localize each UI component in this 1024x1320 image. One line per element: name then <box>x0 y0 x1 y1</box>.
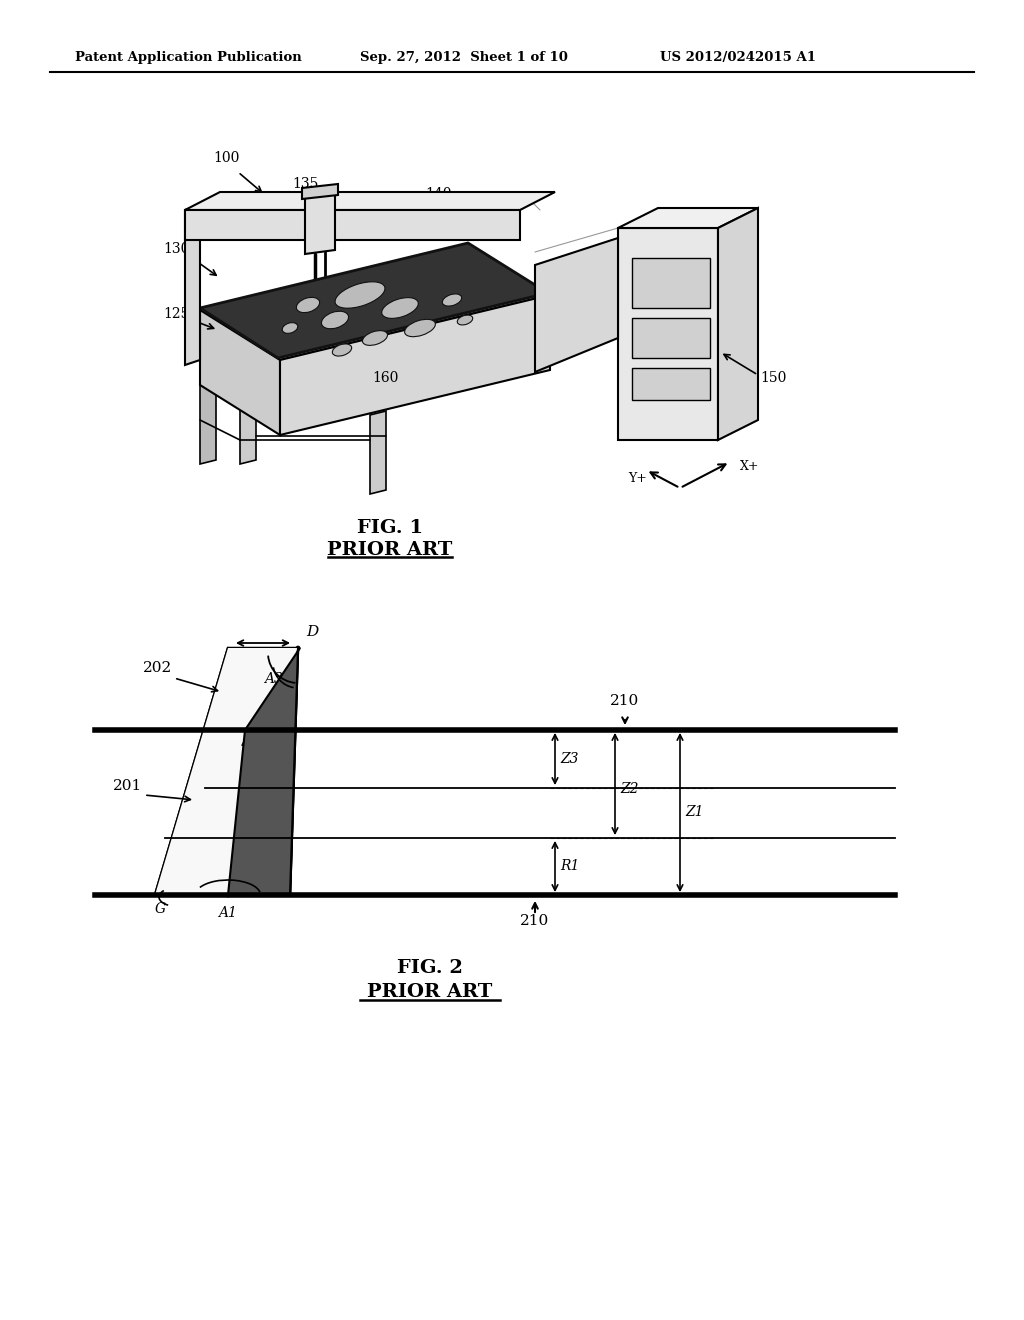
Ellipse shape <box>283 322 298 334</box>
Text: 140: 140 <box>425 187 452 201</box>
Text: 202: 202 <box>142 661 172 675</box>
Text: 135: 135 <box>292 177 318 191</box>
Polygon shape <box>185 191 555 210</box>
Text: X+: X+ <box>740 459 760 473</box>
Polygon shape <box>618 228 718 440</box>
Ellipse shape <box>333 345 351 356</box>
Text: PRIOR ART: PRIOR ART <box>368 983 493 1001</box>
Ellipse shape <box>296 297 319 313</box>
Ellipse shape <box>335 281 385 308</box>
Polygon shape <box>305 187 335 253</box>
Text: 210: 210 <box>520 913 550 928</box>
Polygon shape <box>718 209 758 440</box>
Polygon shape <box>370 411 386 494</box>
Text: 201: 201 <box>113 779 142 793</box>
Text: Patent Application Publication: Patent Application Publication <box>75 51 302 65</box>
Polygon shape <box>200 246 550 360</box>
Polygon shape <box>200 243 548 358</box>
Polygon shape <box>535 238 618 372</box>
Text: D: D <box>306 624 318 639</box>
Polygon shape <box>155 648 298 895</box>
Polygon shape <box>200 381 216 465</box>
Ellipse shape <box>362 330 387 346</box>
Text: US 2012/0242015 A1: US 2012/0242015 A1 <box>660 51 816 65</box>
Text: R1: R1 <box>560 859 580 873</box>
Text: 160: 160 <box>372 371 398 385</box>
Polygon shape <box>632 257 710 308</box>
Text: FIG. 1: FIG. 1 <box>357 519 423 537</box>
Polygon shape <box>155 648 298 895</box>
Ellipse shape <box>322 312 348 329</box>
Ellipse shape <box>442 294 462 306</box>
Text: Z3: Z3 <box>560 752 579 766</box>
Text: PRIOR ART: PRIOR ART <box>328 541 453 558</box>
Text: 150: 150 <box>760 371 786 385</box>
Text: 210: 210 <box>610 694 640 708</box>
Polygon shape <box>302 183 338 199</box>
Ellipse shape <box>382 297 418 318</box>
Text: 100: 100 <box>213 150 240 165</box>
Text: Sep. 27, 2012  Sheet 1 of 10: Sep. 27, 2012 Sheet 1 of 10 <box>360 51 568 65</box>
Text: A1: A1 <box>218 906 237 920</box>
Polygon shape <box>618 209 758 228</box>
Polygon shape <box>185 210 520 240</box>
Polygon shape <box>240 376 256 465</box>
Text: G: G <box>155 902 166 916</box>
Text: Z2: Z2 <box>620 781 639 796</box>
Polygon shape <box>632 318 710 358</box>
Polygon shape <box>185 205 200 366</box>
Ellipse shape <box>458 315 473 325</box>
Text: Z1: Z1 <box>685 805 703 818</box>
Text: A3: A3 <box>264 672 283 686</box>
Text: Y+: Y+ <box>629 473 647 484</box>
Text: 125: 125 <box>164 308 190 321</box>
Polygon shape <box>200 310 280 436</box>
Text: FIG. 2: FIG. 2 <box>397 960 463 977</box>
Polygon shape <box>280 294 550 436</box>
Ellipse shape <box>404 319 435 337</box>
Polygon shape <box>632 368 710 400</box>
Polygon shape <box>228 648 300 895</box>
Text: 130: 130 <box>164 242 190 256</box>
